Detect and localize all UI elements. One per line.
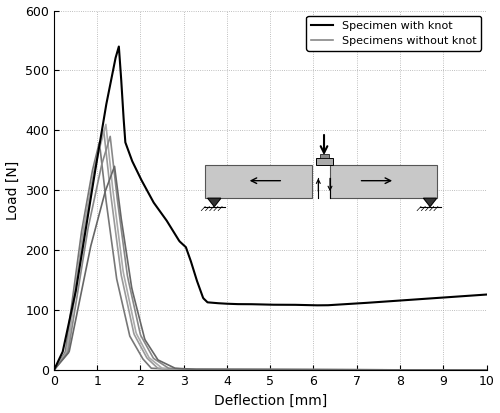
X-axis label: Deflection [mm]: Deflection [mm] — [214, 394, 327, 408]
Bar — [316, 158, 332, 165]
Legend: Specimen with knot, Specimens without knot: Specimen with knot, Specimens without kn… — [306, 16, 481, 50]
Y-axis label: Load [N]: Load [N] — [6, 161, 20, 220]
Polygon shape — [208, 198, 221, 206]
Bar — [330, 165, 436, 198]
Bar — [320, 154, 328, 158]
Polygon shape — [424, 198, 436, 206]
Bar — [205, 165, 312, 198]
